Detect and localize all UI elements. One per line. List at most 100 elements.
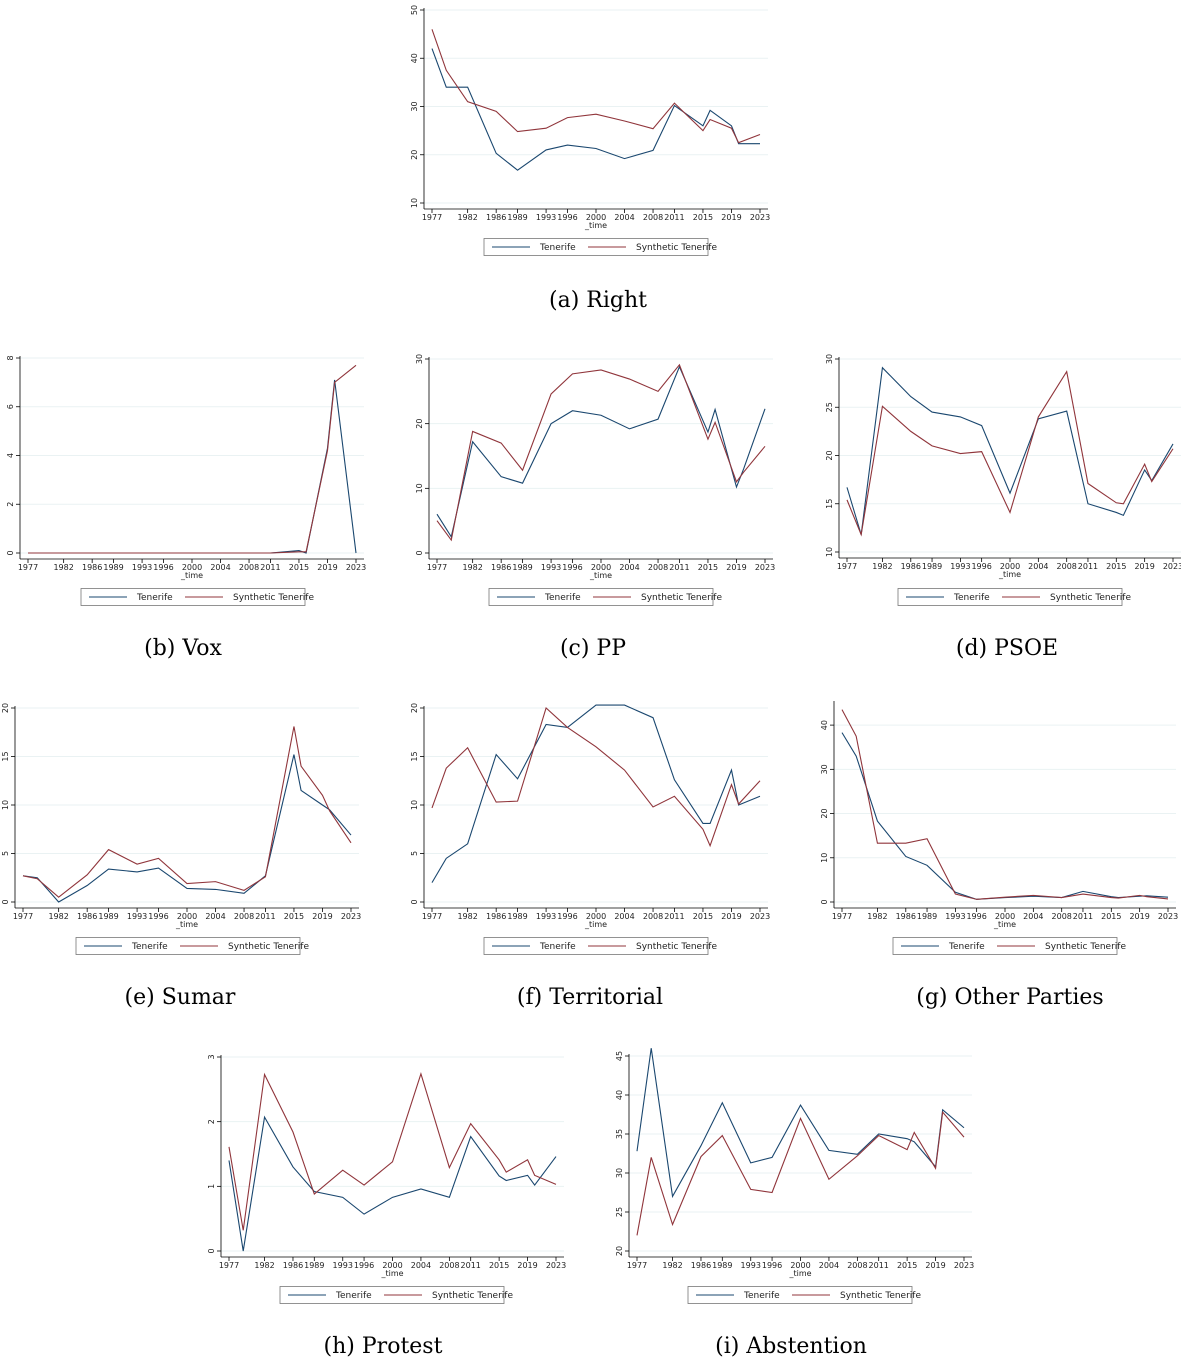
y-tick-label: 50	[410, 5, 419, 15]
y-tick-label: 20	[615, 1246, 624, 1256]
chart-panel: 20 25 30 35 40 45 1977 1982 1986 1989 1993 1996 2000…	[615, 1048, 974, 1359]
y-tick-label: 30	[615, 1168, 624, 1178]
x-tick-label: 1982	[53, 563, 73, 572]
y-tick-label: 15	[825, 499, 834, 509]
x-tick-label: 2004	[210, 563, 230, 572]
x-tick-label: 1986	[283, 1261, 303, 1270]
x-tick-label: 2019	[721, 213, 741, 222]
y-tick-label: 30	[825, 354, 834, 364]
x-tick-label: 2008	[648, 563, 668, 572]
caption: (a) Right	[549, 288, 647, 313]
x-tick-label: 1989	[304, 1261, 324, 1270]
x-tick-label: 1982	[867, 912, 887, 921]
x-axis-label: _time	[584, 920, 607, 929]
x-tick-label: 1996	[971, 562, 991, 571]
y-tick-label: 10	[1, 800, 10, 810]
y-tick-label: 30	[410, 101, 419, 111]
chart-panel: 0 1 2 3 1977 1982 1986 1989 1993 1996 2000 2004 2008…	[207, 1054, 566, 1359]
legend-label: Tenerife	[544, 593, 581, 603]
legend-label: Synthetic Tenerife	[1050, 593, 1131, 603]
x-tick-label: 1986	[77, 912, 97, 921]
x-tick-label: 2011	[461, 1261, 481, 1270]
caption: (g) Other Parties	[916, 985, 1103, 1010]
x-axis-label: _time	[788, 1269, 811, 1278]
x-tick-label: 2015	[1101, 912, 1121, 921]
legend-label: Tenerife	[539, 243, 576, 253]
x-tick-label: 2008	[1057, 562, 1077, 571]
x-tick-label: 2015	[897, 1261, 917, 1270]
x-tick-label: 1993	[741, 1261, 761, 1270]
legend-label: Tenerife	[743, 1291, 780, 1301]
y-tick-label: 2	[6, 502, 15, 507]
x-tick-label: 1982	[48, 912, 68, 921]
x-axis-label: _time	[998, 570, 1021, 579]
x-tick-label: 2015	[698, 563, 718, 572]
x-tick-label: 2015	[289, 563, 309, 572]
chart-panel: 0 10 20 30 40 1977 1982 1986 1989 1993 1996 2000 200…	[820, 701, 1178, 1010]
x-tick-label: 2000	[586, 912, 606, 921]
series-line	[436, 363, 766, 542]
y-tick-label: 0	[415, 550, 424, 555]
series-line	[28, 364, 357, 554]
x-tick-label: 1996	[562, 563, 582, 572]
x-tick-label: 1982	[457, 912, 477, 921]
series-line	[431, 704, 761, 883]
x-tick-label: 1986	[901, 562, 921, 571]
x-tick-label: 1982	[662, 1261, 682, 1270]
y-tick-label: 6	[6, 404, 15, 409]
caption: (d) PSOE	[956, 636, 1058, 661]
x-tick-label: 2011	[1073, 912, 1093, 921]
x-tick-label: 1977	[422, 213, 442, 222]
plot-area	[424, 8, 768, 209]
x-tick-label: 1986	[691, 1261, 711, 1270]
y-tick-label: 25	[615, 1207, 624, 1217]
x-tick-label: 1977	[837, 562, 857, 571]
y-tick-label: 15	[1, 751, 10, 761]
x-tick-label: 1996	[153, 563, 173, 572]
x-tick-label: 1996	[966, 912, 986, 921]
x-tick-label: 1989	[507, 912, 527, 921]
x-tick-label: 1989	[512, 563, 532, 572]
x-tick-label: 1996	[148, 912, 168, 921]
y-tick-label: 45	[615, 1051, 624, 1061]
caption: (c) PP	[560, 636, 626, 661]
x-tick-label: 2023	[750, 912, 770, 921]
x-tick-label: 2000	[790, 1261, 810, 1270]
x-tick-label: 2011	[1078, 562, 1098, 571]
x-tick-label: 1982	[254, 1261, 274, 1270]
x-tick-label: 2004	[205, 912, 225, 921]
x-tick-label: 2004	[619, 563, 639, 572]
x-tick-label: 2019	[517, 1261, 537, 1270]
x-tick-label: 2004	[614, 213, 634, 222]
x-axis-label: _time	[584, 221, 607, 230]
x-tick-label: 2019	[726, 563, 746, 572]
series-line	[431, 29, 761, 144]
legend-label: Synthetic Tenerife	[1045, 942, 1126, 952]
x-tick-label: 2000	[995, 912, 1015, 921]
y-tick-label: 10	[820, 853, 829, 863]
x-tick-label: 2011	[255, 912, 275, 921]
y-tick-label: 40	[820, 720, 829, 730]
x-tick-label: 2019	[317, 563, 337, 572]
chart-panel: 10 15 20 25 30 1977 1982 1986 1989 1993 1996 2000 20…	[825, 354, 1181, 661]
x-tick-label: 2015	[489, 1261, 509, 1270]
y-tick-label: 0	[207, 1248, 216, 1253]
x-tick-label: 2000	[382, 1261, 402, 1270]
series-line	[636, 1110, 965, 1236]
y-tick-label: 2	[207, 1119, 216, 1124]
plot-area	[20, 356, 364, 559]
x-tick-label: 1986	[491, 563, 511, 572]
legend-label: Synthetic Tenerife	[636, 243, 717, 253]
plot-area	[429, 357, 773, 559]
x-tick-label: 2000	[1000, 562, 1020, 571]
x-tick-label: 2004	[1028, 562, 1048, 571]
x-tick-label: 1989	[103, 563, 123, 572]
x-tick-label: 2023	[546, 1261, 566, 1270]
x-tick-label: 2011	[260, 563, 280, 572]
x-tick-label: 1977	[427, 563, 447, 572]
caption: (e) Sumar	[125, 985, 236, 1010]
y-tick-label: 20	[1, 703, 10, 713]
series-line	[431, 707, 761, 848]
x-tick-label: 2023	[1158, 912, 1178, 921]
x-tick-label: 2023	[1163, 562, 1181, 571]
